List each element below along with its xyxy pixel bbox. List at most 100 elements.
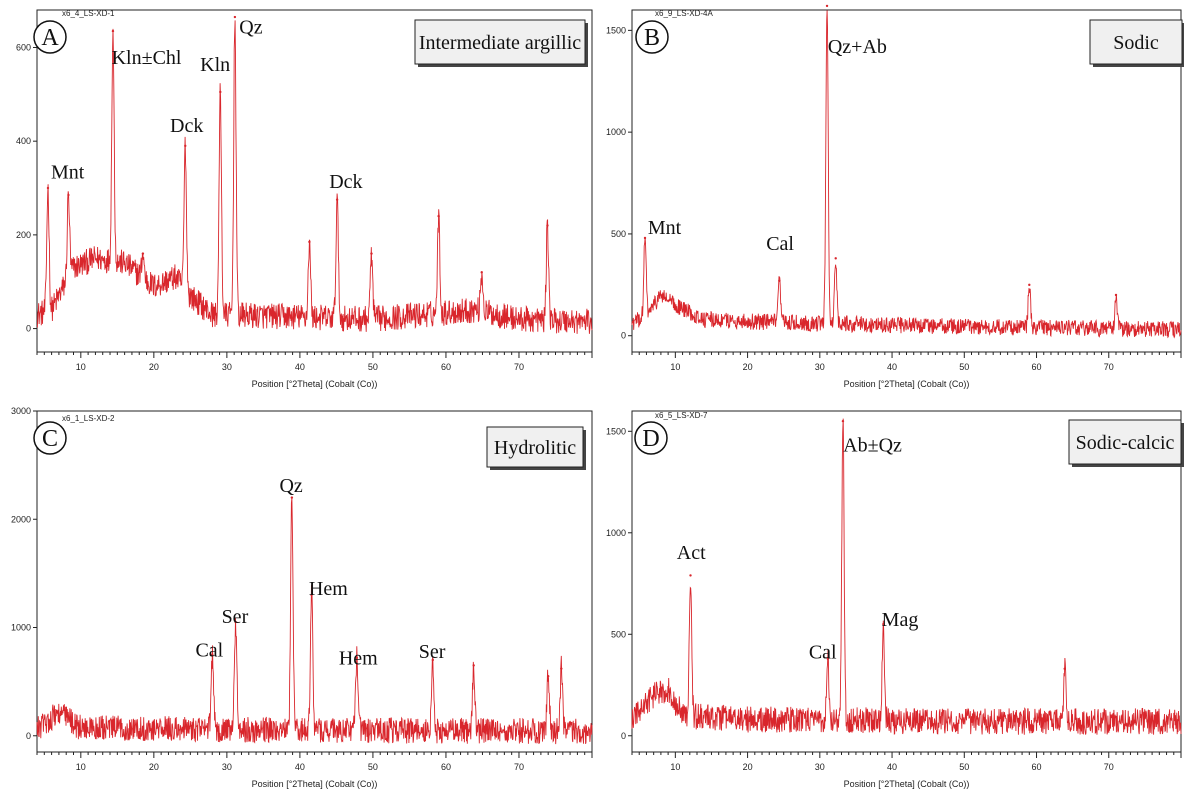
mineral-annotation: Kln±Chl bbox=[112, 47, 182, 69]
x-tick-label: 70 bbox=[514, 762, 524, 772]
mineral-annotation: Cal bbox=[809, 642, 837, 664]
zone-label-box bbox=[486, 426, 584, 468]
sample-id: x6_5_LS-XD-7 bbox=[655, 411, 708, 420]
peak-point bbox=[67, 193, 70, 197]
peak-point bbox=[1028, 283, 1031, 287]
y-tick-label: 200 bbox=[16, 230, 31, 240]
y-tick-label: 0 bbox=[26, 324, 31, 334]
peak-point bbox=[689, 574, 692, 577]
diffraction-pattern-line bbox=[631, 10, 1182, 339]
peak-point bbox=[825, 4, 829, 8]
sample-id: x6_9_LS-XD-4A bbox=[655, 9, 713, 18]
peak-point bbox=[211, 653, 214, 656]
x-tick-label: 60 bbox=[1032, 762, 1042, 772]
x-axis-label: Position [°2Theta] (Cobalt (Co)) bbox=[844, 779, 970, 789]
diffraction-pattern-line bbox=[36, 497, 593, 745]
y-tick-label: 1000 bbox=[606, 528, 626, 538]
mineral-annotation: Mnt bbox=[51, 162, 85, 184]
panel-letter: B bbox=[644, 25, 660, 51]
x-tick-label: 70 bbox=[1104, 362, 1114, 372]
peak-point bbox=[834, 257, 837, 260]
peak-point bbox=[546, 224, 549, 227]
y-tick-label: 0 bbox=[26, 731, 31, 741]
peak-point bbox=[472, 664, 475, 667]
peak-point bbox=[111, 29, 115, 33]
mineral-annotation: Qz bbox=[239, 16, 262, 38]
diffraction-pattern-line bbox=[631, 418, 1182, 735]
sample-id: x6_4_LS-XD-1 bbox=[62, 9, 115, 18]
mineral-annotation: Ser bbox=[419, 641, 446, 663]
panel-c: 0 1000 2000 3000 10 20 30 40 50 60 70 Position [°2T… bbox=[11, 406, 593, 789]
y-tick-label: 500 bbox=[611, 629, 626, 639]
y-tick-label: 1500 bbox=[606, 426, 626, 436]
mineral-annotation: Hem bbox=[339, 647, 378, 669]
y-tick-label: 1000 bbox=[11, 623, 31, 633]
x-tick-label: 20 bbox=[743, 762, 753, 772]
mineral-annotation: Ab±Qz bbox=[843, 435, 902, 457]
peak-point bbox=[1063, 667, 1066, 670]
mineral-annotation: Mag bbox=[882, 609, 919, 631]
peak-point bbox=[643, 236, 647, 240]
x-tick-label: 30 bbox=[222, 362, 232, 372]
panel-letter: D bbox=[642, 426, 659, 452]
x-tick-label: 20 bbox=[149, 762, 159, 772]
zone-label-box bbox=[414, 19, 586, 65]
peak-point bbox=[141, 252, 145, 255]
mineral-annotation: Qz bbox=[279, 475, 302, 497]
x-tick-label: 50 bbox=[368, 362, 378, 372]
peak-point bbox=[431, 658, 435, 662]
x-tick-label: 10 bbox=[76, 762, 86, 772]
x-axis-label: Position [°2Theta] (Cobalt (Co)) bbox=[844, 379, 970, 389]
zone-label-box bbox=[1068, 419, 1182, 465]
x-tick-label: 10 bbox=[76, 362, 86, 372]
y-tick-label: 0 bbox=[621, 331, 626, 341]
peak-point bbox=[219, 90, 222, 94]
x-tick-label: 20 bbox=[743, 362, 753, 372]
peak-point bbox=[335, 198, 339, 201]
y-tick-label: 400 bbox=[16, 136, 31, 146]
y-tick-label: 600 bbox=[16, 42, 31, 52]
x-axis-label: Position [°2Theta] (Cobalt (Co)) bbox=[252, 779, 378, 789]
x-tick-label: 60 bbox=[441, 762, 451, 772]
mineral-annotation: Act bbox=[677, 542, 706, 564]
sample-id: x6_1_LS-XD-2 bbox=[62, 414, 115, 423]
peak-point bbox=[46, 186, 50, 190]
y-tick-label: 3000 bbox=[11, 406, 31, 416]
panel-letter-circle bbox=[634, 421, 668, 455]
panel-d: 0 500 1000 1500 10 20 30 40 50 60 70 Position [°2Th… bbox=[606, 410, 1184, 789]
mineral-annotation: Hem bbox=[309, 578, 348, 600]
peak-point bbox=[560, 667, 563, 670]
peak-point bbox=[233, 15, 237, 19]
peak-point bbox=[355, 656, 359, 660]
peak-point bbox=[290, 496, 294, 499]
peak-point bbox=[826, 657, 829, 660]
panel-letter: C bbox=[42, 426, 58, 452]
mineral-annotation: Qz+Ab bbox=[828, 36, 887, 58]
x-tick-label: 60 bbox=[1032, 362, 1042, 372]
x-tick-label: 50 bbox=[959, 362, 969, 372]
y-tick-label: 2000 bbox=[11, 514, 31, 524]
mineral-annotation: Cal bbox=[766, 233, 794, 255]
x-tick-label: 70 bbox=[1104, 762, 1114, 772]
y-tick-label: 0 bbox=[621, 731, 626, 741]
peak-point bbox=[882, 622, 885, 626]
panel-a: 0 200 400 600 10 20 30 40 50 60 70 Position [°2Thet… bbox=[16, 9, 593, 389]
x-tick-label: 40 bbox=[887, 762, 897, 772]
x-tick-label: 40 bbox=[295, 762, 305, 772]
peak-point bbox=[308, 240, 311, 244]
x-tick-label: 30 bbox=[815, 362, 825, 372]
peak-point bbox=[310, 593, 313, 597]
zone-label: Intermediate argillic bbox=[419, 32, 581, 54]
panel-letter: A bbox=[41, 25, 59, 51]
zone-label: Sodic bbox=[1113, 32, 1159, 54]
x-tick-label: 40 bbox=[887, 362, 897, 372]
peak-point bbox=[234, 620, 237, 624]
zone-label: Hydrolitic bbox=[494, 437, 576, 459]
mineral-annotation: Cal bbox=[195, 640, 223, 662]
mineral-annotation: Ser bbox=[222, 606, 249, 628]
mineral-annotation: Kln bbox=[200, 54, 230, 76]
peak-point bbox=[1114, 293, 1118, 297]
x-tick-label: 40 bbox=[295, 362, 305, 372]
mineral-annotation: Dck bbox=[329, 171, 362, 193]
